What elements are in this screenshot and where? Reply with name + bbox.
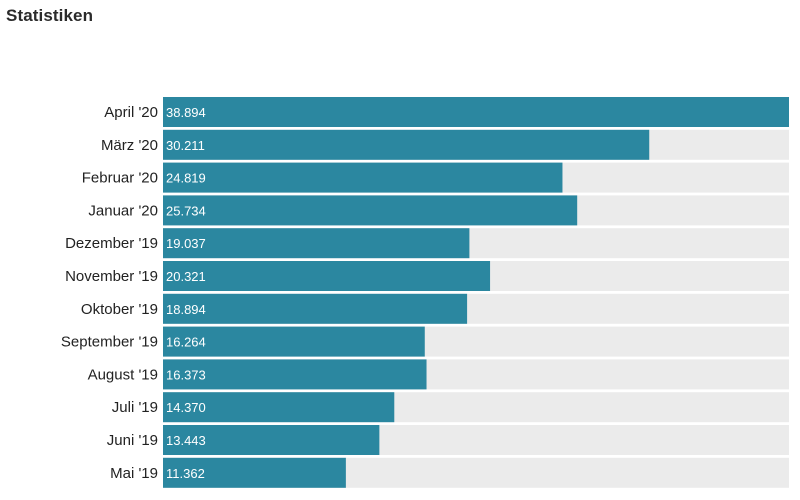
bar [163, 129, 650, 160]
value-label: 14.370 [166, 400, 206, 415]
bar [163, 261, 491, 291]
bar [163, 195, 578, 226]
bar [163, 425, 380, 455]
category-label: Dezember '19 [65, 235, 158, 252]
value-label: 24.819 [166, 171, 206, 186]
bar [163, 97, 789, 127]
category-label: Mai '19 [110, 465, 158, 482]
bar [163, 162, 563, 193]
bar [163, 359, 427, 390]
value-label: 16.373 [166, 367, 206, 382]
page-title: Statistiken [6, 6, 94, 25]
bar [163, 392, 395, 423]
category-label: Juli '19 [112, 399, 158, 416]
bar [163, 228, 470, 259]
value-label: 20.321 [166, 269, 206, 284]
category-label: August '19 [88, 366, 158, 383]
value-label: 19.037 [166, 236, 206, 251]
category-label: Juni '19 [107, 432, 158, 449]
category-label: November '19 [65, 268, 158, 285]
category-label: März '20 [101, 137, 158, 154]
category-label: Februar '20 [82, 170, 158, 187]
value-label: 13.443 [166, 433, 206, 448]
bar [163, 293, 468, 324]
category-label: September '19 [61, 334, 158, 351]
category-label: Oktober '19 [81, 301, 158, 318]
bar [163, 326, 425, 357]
value-label: 25.734 [166, 203, 206, 218]
category-label: Januar '20 [88, 202, 158, 219]
value-label: 18.894 [166, 302, 206, 317]
category-label: April '20 [104, 104, 158, 121]
bar [163, 457, 346, 488]
value-label: 30.211 [166, 138, 205, 153]
value-label: 11.362 [166, 466, 205, 481]
value-label: 38.894 [166, 105, 206, 120]
value-label: 16.264 [166, 335, 206, 350]
